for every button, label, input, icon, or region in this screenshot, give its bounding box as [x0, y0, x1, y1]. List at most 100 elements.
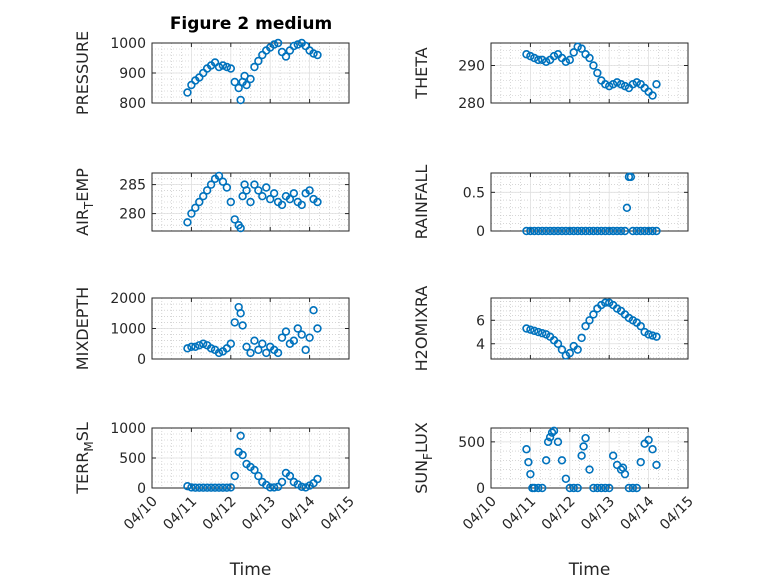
data-point [293, 40, 302, 49]
data-point [648, 226, 657, 236]
data-point [608, 226, 618, 236]
data-point [585, 53, 594, 63]
data-point [526, 469, 535, 479]
data-point [191, 483, 200, 492]
y-tick-label: 900 [119, 66, 146, 82]
data-point [561, 474, 571, 483]
data-point [226, 64, 236, 73]
data-point [289, 336, 299, 345]
data-point [522, 445, 531, 454]
data-point [644, 435, 653, 445]
data-point [561, 226, 571, 236]
data-point [640, 226, 649, 236]
x-axis-label: Time [229, 560, 272, 580]
data-point [579, 442, 588, 451]
data-point [250, 336, 259, 345]
data-point [534, 327, 543, 337]
data-point [218, 61, 228, 70]
data-point [585, 465, 594, 474]
data-point [636, 321, 645, 331]
y-tick-label: 280 [458, 96, 485, 112]
data-point [242, 186, 251, 195]
y-axis-label: H2OMIXRA [412, 286, 431, 372]
y-tick-label: 0 [137, 352, 146, 368]
data-point [187, 483, 196, 492]
data-point [236, 95, 245, 105]
data-point [534, 483, 543, 493]
data-point [608, 80, 618, 89]
data-point [269, 483, 279, 492]
data-point [577, 333, 586, 343]
data-point [238, 192, 247, 201]
y-axis-label-main: PRESSURE [73, 31, 92, 115]
data-point [538, 328, 547, 338]
data-point [297, 200, 306, 210]
data-point [236, 431, 245, 440]
y-axis-label: TERRMSL [73, 422, 96, 495]
data-point [616, 226, 626, 236]
y-tick-label: 1000 [110, 421, 146, 437]
y-tick-label: 285 [119, 178, 146, 194]
data-point [301, 345, 310, 355]
data-point [195, 197, 204, 207]
data-point [585, 226, 594, 236]
y-tick-label: 2000 [110, 291, 146, 307]
data-point [632, 483, 641, 493]
data-point [628, 80, 638, 89]
data-point [199, 483, 208, 492]
y-axis-label-rest: SL [73, 422, 92, 441]
data-point [557, 345, 567, 354]
data-point [648, 331, 657, 340]
data-point [604, 226, 614, 236]
data-point [573, 42, 582, 51]
data-point [202, 483, 212, 492]
data-point [648, 91, 657, 100]
y-axis-label-rest: LUX [412, 422, 431, 453]
data-point [577, 44, 586, 53]
y-axis-label-main: TERR [73, 452, 92, 495]
subplot-5: 0 1000 2000 MIXDEPTH [73, 287, 350, 370]
y-axis-label-main: RAINFALL [412, 165, 431, 240]
data-point [269, 189, 279, 198]
data-point [222, 62, 232, 72]
data-point [313, 197, 322, 207]
y-axis-label-main: H2OMIXRA [412, 286, 431, 372]
data-point [601, 483, 610, 493]
data-point [206, 180, 216, 189]
data-point [273, 38, 283, 48]
data-point [612, 78, 622, 87]
data-point [604, 81, 614, 91]
data-point [549, 51, 559, 61]
data-point [526, 226, 535, 236]
data-point [289, 41, 299, 51]
data-point [581, 226, 590, 236]
data-point [581, 321, 590, 331]
data-point [636, 457, 645, 467]
data-point [238, 450, 247, 460]
data-point [230, 215, 239, 224]
data-point [616, 80, 626, 89]
data-point [565, 483, 574, 493]
y-axis-label: MIXDEPTH [73, 287, 92, 370]
data-point [309, 49, 318, 58]
data-point [565, 348, 574, 358]
data-point [293, 324, 302, 333]
data-point [524, 457, 533, 467]
data-point [530, 53, 539, 63]
figure-title: Figure 2 medium [170, 14, 332, 34]
data-point [218, 177, 228, 186]
data-point [202, 186, 212, 195]
data-point [608, 451, 618, 460]
data-point [652, 226, 661, 236]
data-point [277, 200, 287, 210]
data-point [620, 81, 630, 91]
data-point [526, 325, 535, 334]
data-point [549, 226, 559, 236]
y-axis-label: AIRTEMP [73, 168, 96, 236]
data-point [577, 226, 586, 236]
y-tick-label: 0 [476, 224, 485, 240]
y-tick-label: 290 [458, 59, 485, 75]
data-point [628, 226, 638, 236]
data-point [601, 226, 610, 236]
subplot-6: 4 6 H2OMIXRA [412, 286, 689, 372]
